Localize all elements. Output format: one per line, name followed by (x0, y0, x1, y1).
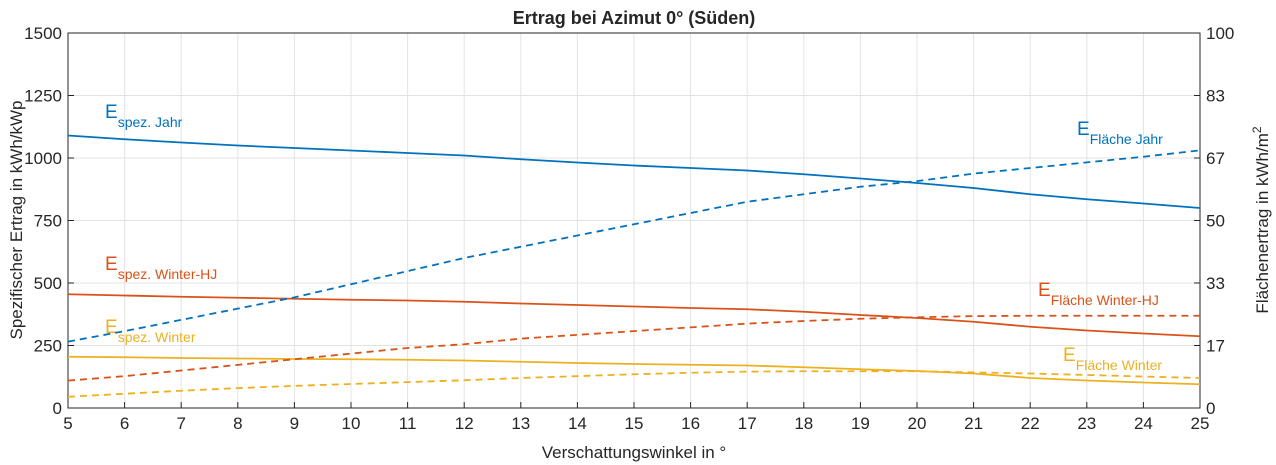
series-label: Espez. Winter-HJ (105, 254, 217, 282)
y2-tick-label: 67 (1206, 149, 1225, 168)
y2-tick-label: 50 (1206, 212, 1225, 231)
series-line (67, 134, 1201, 209)
y2-tick-label: 17 (1206, 336, 1225, 355)
y2-tick-label: 100 (1206, 24, 1234, 43)
y2-tick-label: 83 (1206, 87, 1225, 106)
y-tick-label: 1000 (24, 149, 62, 168)
series-label-main: E (105, 254, 118, 275)
x-tick-label: 22 (1021, 414, 1040, 433)
series-label-main: E (1077, 119, 1090, 140)
x-tick-label: 20 (908, 414, 927, 433)
series-label-main: E (105, 317, 118, 338)
series-label: EFläche Jahr (1077, 119, 1163, 147)
series-line (67, 293, 1201, 338)
series-label: EFläche Winter (1063, 345, 1162, 373)
x-tick-label: 8 (233, 414, 242, 433)
series-line (67, 355, 1201, 386)
y-tick-label: 0 (53, 399, 62, 418)
series-line (67, 370, 1201, 398)
x-tick-label: 13 (511, 414, 530, 433)
y2-axis-label-sup: 2 (1250, 126, 1264, 133)
y-tick-label: 1250 (24, 87, 62, 106)
y2-tick-label: 33 (1206, 274, 1225, 293)
x-tick-label: 18 (794, 414, 813, 433)
x-tick-label: 15 (625, 414, 644, 433)
series-line (67, 314, 1200, 382)
series-line (67, 149, 1201, 343)
x-tick-label: 23 (1077, 414, 1096, 433)
series-label: EFläche Winter-HJ (1038, 280, 1159, 308)
series-label-sub: Fläche Winter-HJ (1051, 292, 1159, 308)
x-tick-label: 5 (63, 414, 72, 433)
series-label-sub: spez. Winter (118, 329, 196, 345)
y-tick-label: 500 (34, 274, 62, 293)
x-tick-label: 25 (1191, 414, 1210, 433)
series-label-sub: Fläche Jahr (1090, 131, 1163, 147)
series-label-sub: spez. Winter-HJ (118, 266, 218, 282)
x-tick-label: 14 (568, 414, 587, 433)
x-tick-label: 9 (290, 414, 299, 433)
x-tick-label: 24 (1134, 414, 1153, 433)
x-tick-label: 6 (120, 414, 129, 433)
x-tick-label: 11 (399, 414, 417, 433)
series-label-main: E (105, 102, 118, 123)
x-tick-label: 16 (681, 414, 700, 433)
x-tick-label: 21 (964, 414, 983, 433)
y2-axis-label: Flächenertrag in kWh/m2 (1250, 126, 1272, 313)
series-label-main: E (1038, 280, 1051, 301)
y2-axis-label-text: Flächenertrag in kWh/m (1253, 133, 1272, 313)
x-tick-label: 10 (342, 414, 361, 433)
y-tick-label: 750 (34, 212, 62, 231)
x-tick-label: 7 (176, 414, 185, 433)
x-tick-label: 12 (455, 414, 474, 433)
series-label-sub: Fläche Winter (1076, 357, 1163, 373)
y-tick-label: 250 (34, 337, 62, 356)
x-axis-label: Verschattungswinkel in ° (542, 443, 726, 462)
series-label-sub: spez. Jahr (118, 114, 183, 130)
y2-tick-label: 0 (1206, 399, 1215, 418)
plot-frame (67, 32, 1201, 409)
series-label-main: E (1063, 345, 1076, 366)
chart-title: Ertrag bei Azimut 0° (Süden) (513, 8, 756, 28)
series-label: Espez. Jahr (105, 102, 183, 130)
x-tick-label: 17 (738, 414, 757, 433)
x-tick-label: 19 (851, 414, 870, 433)
y-axis-label: Spezifischer Ertrag in kWh/kWp (7, 100, 26, 339)
y-tick-label: 1500 (24, 24, 62, 43)
series-label: Espez. Winter (105, 317, 196, 345)
